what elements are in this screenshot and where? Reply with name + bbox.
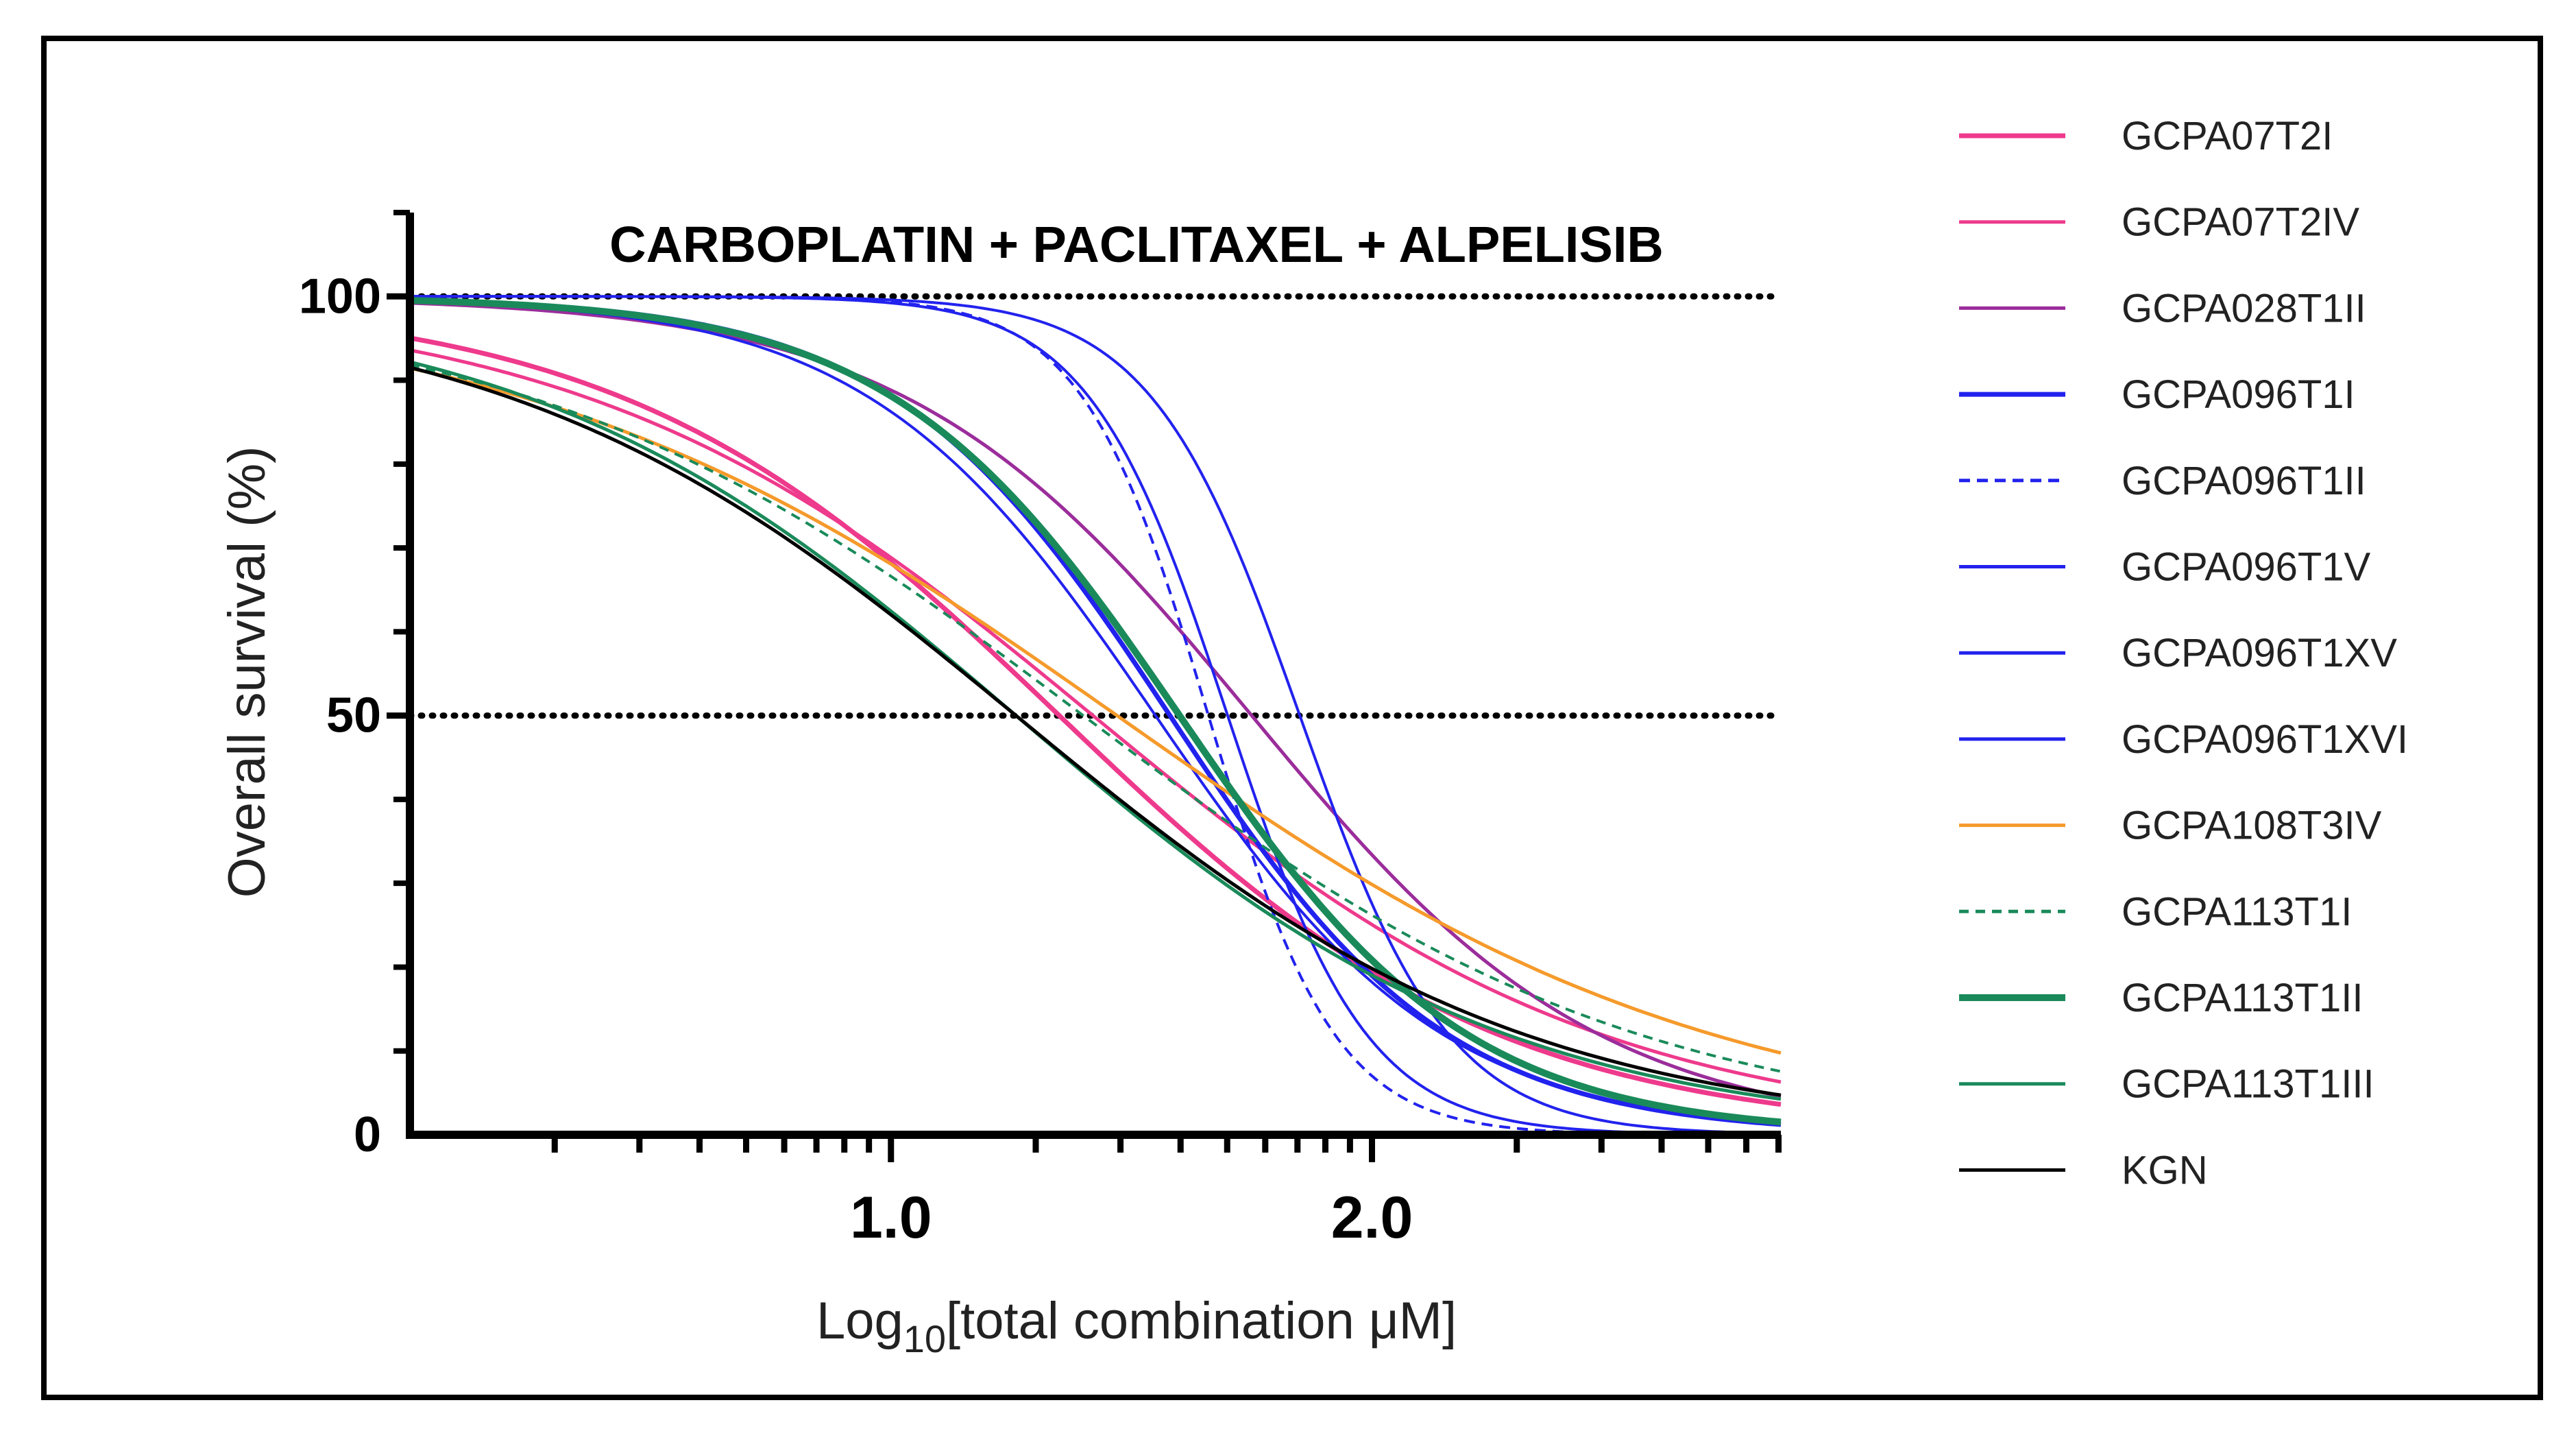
legend-item-gcpa096t1xvi: GCPA096T1XVI — [1959, 717, 2408, 762]
curve-gcpa028t1ii — [409, 301, 1782, 1098]
curve-gcpa113t1i — [409, 363, 1782, 1073]
legend-item-gcpa108t3iv: GCPA108T3IV — [1959, 804, 2382, 848]
legend-label: GCPA113T1I — [2122, 889, 2352, 934]
legend-item-gcpa113t1ii: GCPA113T1II — [1959, 976, 2363, 1020]
x-axis-label-prefix: Log — [816, 1292, 903, 1350]
legend-label: GCPA07T2IV — [2122, 200, 2359, 245]
legend-item-gcpa113t1iii: GCPA113T1III — [1959, 1062, 2374, 1107]
legend-item-gcpa096t1i: GCPA096T1I — [1959, 372, 2355, 417]
legend-label: GCPA113T1III — [2122, 1062, 2374, 1107]
legend-label: GCPA108T3IV — [2122, 804, 2382, 848]
legend-label: GCPA07T2I — [2122, 114, 2333, 158]
reference-lines — [406, 293, 1784, 719]
dose-response-curves — [409, 295, 1782, 1136]
legend-item-gcpa07t2iv: GCPA07T2IV — [1959, 200, 2359, 245]
legend-item-gcpa028t1ii: GCPA028T1II — [1959, 286, 2366, 330]
legend-label: KGN — [2122, 1148, 2208, 1192]
legend-label: GCPA096T1I — [2122, 372, 2355, 417]
legend-label: GCPA113T1II — [2122, 976, 2363, 1020]
y-tick-label: 50 — [326, 688, 381, 743]
curve-gcpa096t1xv — [410, 295, 1782, 1136]
legend-label: GCPA028T1II — [2122, 286, 2366, 330]
x-tick-label: 1.0 — [850, 1185, 932, 1251]
x-axis-label-suffix: [total combination μM] — [946, 1292, 1457, 1350]
x-axis-label-subscript: 10 — [903, 1317, 946, 1360]
legend-item-gcpa07t2i: GCPA07T2I — [1959, 114, 2333, 158]
curve-gcpa096t1xvi — [409, 300, 1782, 1126]
curve-gcpa113t1ii — [409, 297, 1782, 1126]
curve-gcpa108t3iv — [409, 366, 1782, 1055]
legend-label: GCPA096T1V — [2122, 545, 2371, 590]
legend-label: GCPA096T1II — [2122, 459, 2366, 503]
x-axis-label: Log10[total combination μM] — [816, 1292, 1457, 1360]
legend-item-gcpa096t1xv: GCPA096T1XV — [1959, 631, 2397, 675]
chart-title: CARBOPLATIN + PACLITAXEL + ALPELISIB — [609, 216, 1664, 273]
y-axis-label: Overall survival (%) — [218, 446, 276, 898]
curve-gcpa096t1i — [409, 298, 1782, 1127]
legend: GCPA07T2I GCPA07T2IV GCPA028T1II GCPA096T1I… — [1959, 114, 2408, 1192]
curve-gcpa07t2i — [409, 335, 1782, 1107]
curve-kgn — [409, 365, 1782, 1097]
legend-item-gcpa096t1v: GCPA096T1V — [1959, 545, 2371, 590]
legend-label: GCPA096T1XVI — [2122, 717, 2408, 762]
legend-item-gcpa096t1ii: GCPA096T1II — [1959, 459, 2366, 503]
curve-gcpa113t1iii — [409, 360, 1782, 1101]
axes: 0 50 100 1.0 2.0 — [299, 210, 1782, 1251]
legend-item-kgn: KGN — [1959, 1148, 2208, 1192]
figure-frame: CARBOPLATIN + PACLITAXEL + ALPELISIB 0 50… — [41, 36, 2543, 1400]
legend-item-gcpa113t1i: GCPA113T1I — [1959, 889, 2352, 934]
x-tick-label: 2.0 — [1331, 1185, 1413, 1251]
y-tick-label: 100 — [299, 269, 381, 324]
chart: CARBOPLATIN + PACLITAXEL + ALPELISIB 0 50… — [218, 114, 2408, 1360]
curve-gcpa07t2iv — [409, 348, 1782, 1084]
y-tick-label: 0 — [354, 1107, 381, 1162]
legend-label: GCPA096T1XV — [2122, 631, 2397, 675]
